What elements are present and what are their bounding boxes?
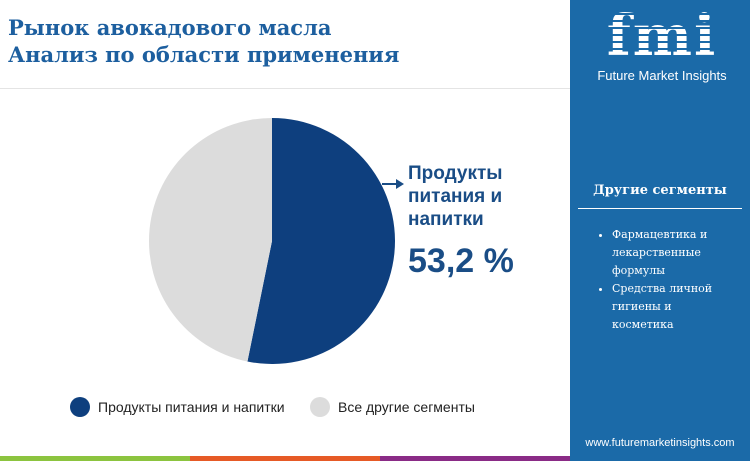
side-panel: fmi Future Market Insights Другие сегмен… xyxy=(570,0,750,461)
divider xyxy=(0,88,570,89)
other-segments-list: Фармацевтика и лекарственные формулы Сре… xyxy=(590,226,732,334)
pie-chart xyxy=(149,118,395,364)
legend-item-other: Все другие сегменты xyxy=(310,397,475,417)
logo-mark: fmi xyxy=(592,8,732,64)
callout-label: Продукты питания и напитки xyxy=(408,162,503,231)
title-line-1: Рынок авокадового масла xyxy=(8,15,332,40)
list-item: Средства личной гигиены и косметика xyxy=(612,280,732,334)
bottom-bar-orange xyxy=(190,456,380,461)
other-segments-title: Другие сегменты xyxy=(593,183,727,198)
bottom-bar-purple xyxy=(380,456,570,461)
legend-item-food: Продукты питания и напитки xyxy=(70,397,285,417)
fmi-logo: fmi Future Market Insights xyxy=(592,8,732,83)
bottom-bar-green xyxy=(0,456,190,461)
callout-line: напитки xyxy=(408,209,484,230)
title-line-2: Анализ по области применения xyxy=(8,42,400,67)
callout-line: питания и xyxy=(408,186,503,207)
website-link[interactable]: www.futuremarketinsights.com xyxy=(585,437,735,449)
page-title: Рынок авокадового масла Анализ по област… xyxy=(8,14,399,68)
legend-swatch xyxy=(310,397,330,417)
divider xyxy=(578,208,742,209)
pie-slice-0 xyxy=(247,118,395,364)
pie-slice-1 xyxy=(149,118,272,362)
callout-value: 53,2 % xyxy=(408,242,514,280)
list-item: Фармацевтика и лекарственные формулы xyxy=(612,226,732,280)
legend-swatch xyxy=(70,397,90,417)
brand-name: Future Market Insights xyxy=(597,68,727,83)
legend-label: Все другие сегменты xyxy=(338,399,475,415)
arrow-icon xyxy=(382,179,404,189)
legend-label: Продукты питания и напитки xyxy=(98,399,285,415)
callout-line: Продукты xyxy=(408,163,503,184)
